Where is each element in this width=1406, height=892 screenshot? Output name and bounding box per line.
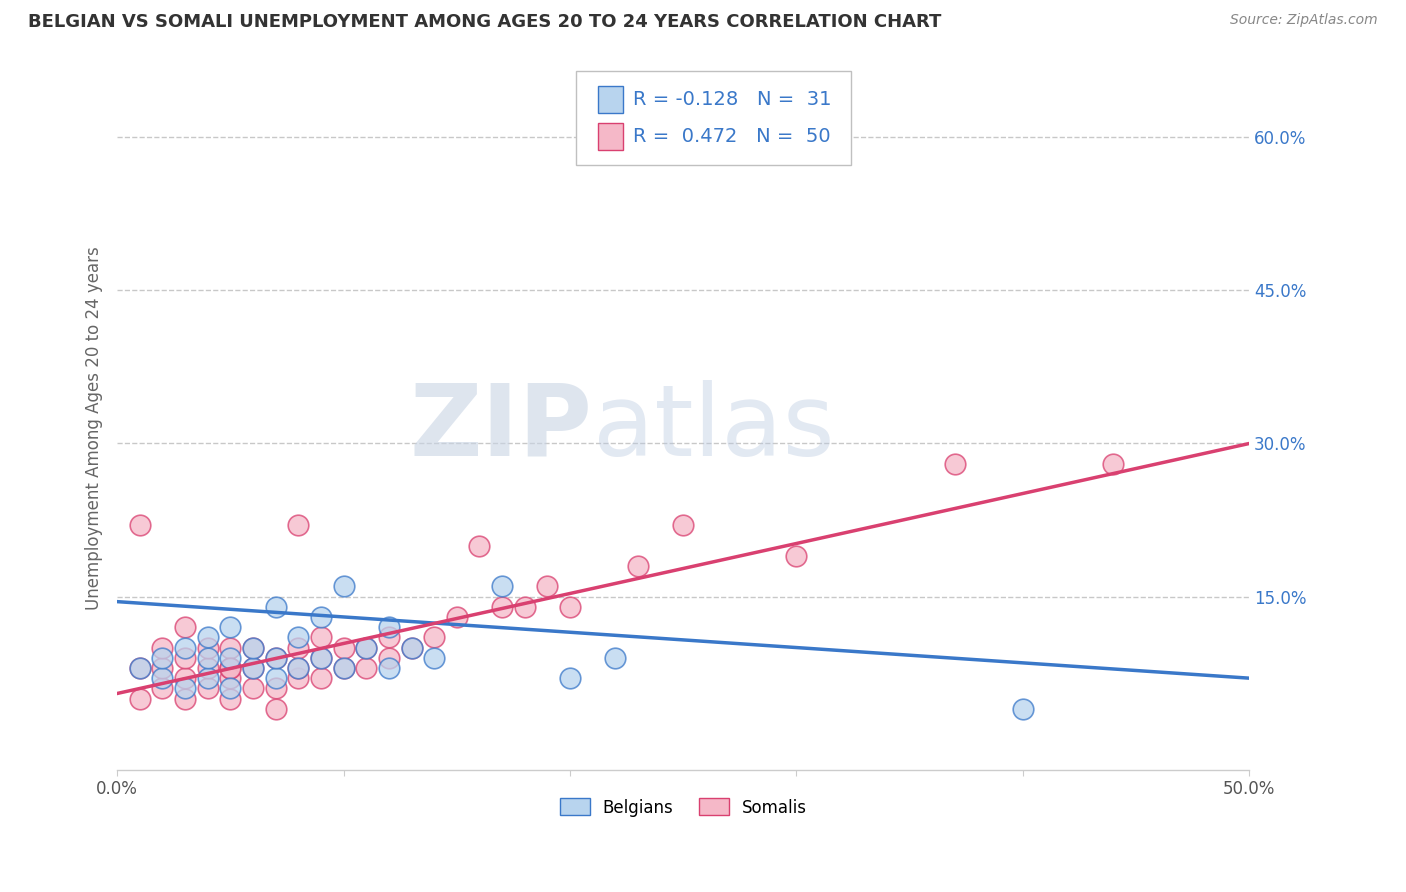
Point [219, 640, 242, 655]
Point [197, 661, 219, 675]
Point [128, 661, 150, 675]
Point [672, 518, 695, 533]
Point [264, 599, 287, 614]
Point [309, 671, 332, 685]
Point [197, 640, 219, 655]
Point [219, 681, 242, 696]
Point [354, 640, 377, 655]
Point [174, 681, 197, 696]
Y-axis label: Unemployment Among Ages 20 to 24 years: Unemployment Among Ages 20 to 24 years [86, 246, 103, 610]
Point [401, 640, 423, 655]
Point [378, 631, 401, 645]
Point [332, 579, 354, 593]
Point [219, 661, 242, 675]
Point [1102, 457, 1125, 471]
Point [287, 661, 309, 675]
Point [491, 599, 513, 614]
Point [378, 661, 401, 675]
Point [309, 631, 332, 645]
Text: R = -0.128   N =  31: R = -0.128 N = 31 [633, 90, 831, 109]
Point [287, 661, 309, 675]
Point [309, 610, 332, 624]
Point [242, 640, 264, 655]
Point [174, 650, 197, 665]
Text: Source: ZipAtlas.com: Source: ZipAtlas.com [1230, 13, 1378, 28]
Point [401, 640, 423, 655]
Text: atlas: atlas [593, 380, 834, 476]
Point [152, 671, 174, 685]
Point [536, 579, 558, 593]
Point [264, 702, 287, 716]
Point [264, 671, 287, 685]
Point [219, 691, 242, 706]
Point [785, 549, 807, 563]
Point [1011, 702, 1033, 716]
Point [152, 640, 174, 655]
Point [287, 518, 309, 533]
Point [174, 640, 197, 655]
Point [197, 681, 219, 696]
Point [332, 661, 354, 675]
Point [309, 650, 332, 665]
Point [287, 671, 309, 685]
Point [242, 661, 264, 675]
Point [332, 661, 354, 675]
Point [128, 661, 150, 675]
Point [152, 661, 174, 675]
Point [627, 558, 650, 573]
Point [174, 691, 197, 706]
Point [468, 539, 491, 553]
Point [152, 650, 174, 665]
Point [558, 671, 581, 685]
Point [242, 640, 264, 655]
Point [354, 640, 377, 655]
Point [264, 650, 287, 665]
Point [423, 631, 446, 645]
Point [242, 681, 264, 696]
Point [378, 650, 401, 665]
Point [197, 671, 219, 685]
Point [174, 671, 197, 685]
Text: R =  0.472   N =  50: R = 0.472 N = 50 [633, 128, 831, 146]
Text: ZIP: ZIP [409, 380, 593, 476]
Point [605, 650, 627, 665]
Legend: Belgians, Somalis: Belgians, Somalis [553, 792, 814, 823]
Point [287, 631, 309, 645]
Point [287, 640, 309, 655]
Point [491, 579, 513, 593]
Point [558, 599, 581, 614]
Point [128, 691, 150, 706]
Point [446, 610, 468, 624]
Point [219, 671, 242, 685]
Point [219, 620, 242, 634]
Point [943, 457, 966, 471]
Point [219, 650, 242, 665]
Point [423, 650, 446, 665]
Point [197, 650, 219, 665]
Point [264, 681, 287, 696]
Text: BELGIAN VS SOMALI UNEMPLOYMENT AMONG AGES 20 TO 24 YEARS CORRELATION CHART: BELGIAN VS SOMALI UNEMPLOYMENT AMONG AGE… [28, 13, 942, 31]
Point [264, 650, 287, 665]
Point [513, 599, 536, 614]
Point [128, 518, 150, 533]
Point [174, 620, 197, 634]
Point [332, 640, 354, 655]
Point [354, 661, 377, 675]
Point [242, 661, 264, 675]
Point [152, 681, 174, 696]
Point [197, 631, 219, 645]
Point [378, 620, 401, 634]
Point [309, 650, 332, 665]
Point [219, 661, 242, 675]
